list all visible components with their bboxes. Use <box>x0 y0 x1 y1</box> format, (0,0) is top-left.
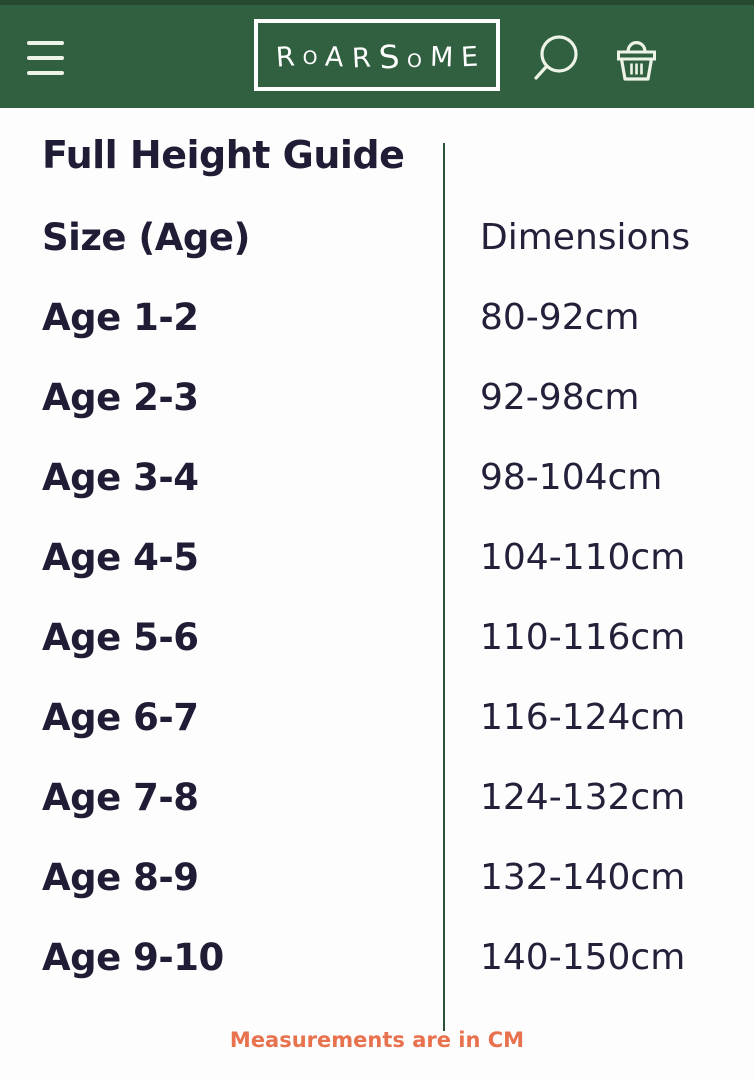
measurements-note: Measurements are in CM <box>229 1028 525 1052</box>
age-label: Age 5-6 <box>42 616 199 659</box>
dimension-value: 140-150cm <box>480 937 686 978</box>
dimension-value: 104-110cm <box>480 537 686 578</box>
table-row: Age 5-6 110-116cm <box>42 614 754 694</box>
hamburger-bar <box>27 41 64 45</box>
table-row: Age 8-9 132-140cm <box>42 854 754 934</box>
table-row: Age 9-10 140-150cm <box>42 934 754 1014</box>
age-label: Age 8-9 <box>42 856 199 899</box>
cart-button[interactable] <box>615 33 660 83</box>
dimension-value: 132-140cm <box>480 857 686 898</box>
age-label: Age 6-7 <box>42 696 199 739</box>
age-label: Age 4-5 <box>42 536 199 579</box>
dimension-value: 116-124cm <box>480 697 686 738</box>
age-label: Age 2-3 <box>42 376 199 419</box>
column-header-size: Size (Age) <box>42 216 250 259</box>
basket-icon <box>617 41 656 81</box>
column-header-dimensions: Dimensions <box>480 217 691 258</box>
search-button[interactable] <box>532 31 578 81</box>
age-label: Age 7-8 <box>42 776 199 819</box>
table-row: Age 2-3 92-98cm <box>42 374 754 454</box>
dimension-value: 92-98cm <box>480 377 640 418</box>
age-label: Age 9-10 <box>42 936 224 979</box>
dimension-value: 98-104cm <box>480 457 663 498</box>
column-divider-line <box>443 143 445 1031</box>
age-label: Age 1-2 <box>42 296 199 339</box>
dimension-value: 80-92cm <box>480 297 640 338</box>
hamburger-bar <box>27 56 64 60</box>
table-row: Age 4-5 104-110cm <box>42 534 754 614</box>
dimension-value: 124-132cm <box>480 777 686 818</box>
table-row: Age 6-7 116-124cm <box>42 694 754 774</box>
table-row: Age 3-4 98-104cm <box>42 454 754 534</box>
dimension-value: 110-116cm <box>480 617 686 658</box>
size-guide-content: Full Height Guide Size (Age) Dimensions … <box>0 108 754 1052</box>
table-row: Age 1-2 80-92cm <box>42 294 754 374</box>
hamburger-bar <box>27 71 64 75</box>
page-title: Full Height Guide <box>42 133 405 177</box>
table-header-row: Size (Age) Dimensions <box>42 214 754 294</box>
table-row: Age 7-8 124-132cm <box>42 774 754 854</box>
age-label: Age 3-4 <box>42 456 199 499</box>
hamburger-menu-icon[interactable] <box>27 41 65 75</box>
search-icon <box>534 35 578 80</box>
